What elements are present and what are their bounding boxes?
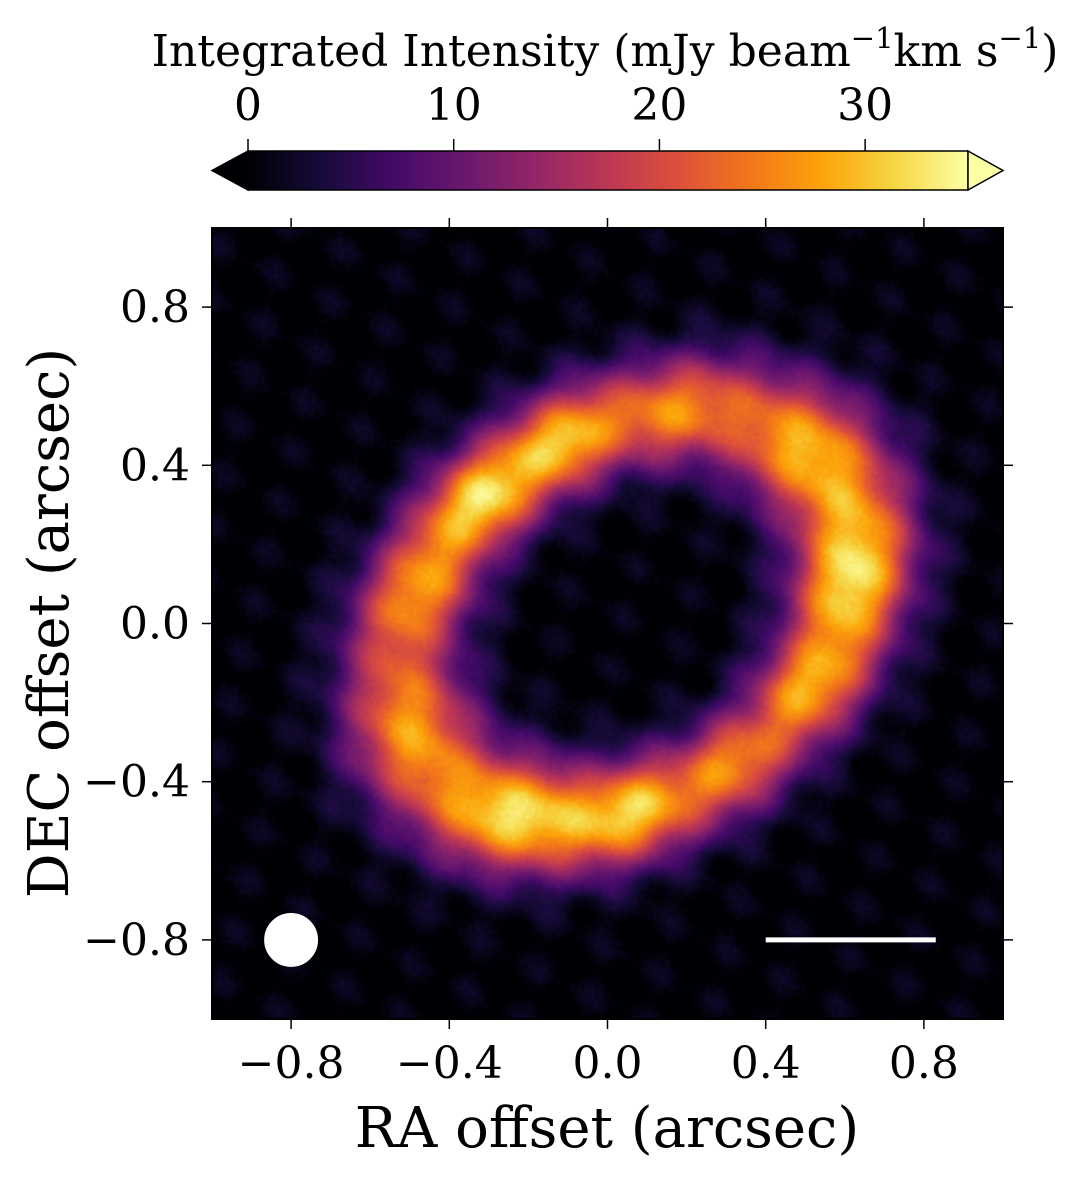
- x-axis-ticks: −0.8 −0.4 0.0 0.4 0.8: [238, 218, 959, 1089]
- colorbar-extend-max: [967, 149, 1005, 192]
- intensity-map: [212, 228, 1003, 1019]
- y-tick-label: −0.4: [83, 757, 190, 808]
- colorbar-extend-min: [210, 149, 249, 192]
- x-tick-label: 0.0: [573, 1038, 643, 1089]
- colorbar: Integrated Intensity (mJy beam−1km s−1) …: [152, 21, 1059, 192]
- beam-background: [265, 914, 317, 966]
- y-axis-label: DEC offset (arcsec): [17, 348, 82, 899]
- colorbar-gradient: [247, 150, 969, 191]
- colorbar-tick-label: 0: [234, 80, 262, 131]
- x-tick-label: −0.4: [396, 1038, 503, 1089]
- x-tick-label: −0.8: [238, 1038, 345, 1089]
- x-tick-label: 0.8: [889, 1038, 959, 1089]
- colorbar-tick-label: 30: [837, 80, 893, 131]
- y-tick-label: 0.8: [120, 282, 190, 333]
- colorbar-tick-label: 10: [426, 80, 482, 131]
- x-axis-label: RA offset (arcsec): [355, 1096, 860, 1161]
- colorbar-tick-label: 20: [631, 80, 687, 131]
- colorbar-label: Integrated Intensity (mJy beam−1km s−1): [152, 21, 1059, 77]
- y-tick-label: 0.0: [120, 599, 190, 650]
- y-tick-label: 0.4: [120, 440, 190, 491]
- x-tick-label: 0.4: [731, 1038, 801, 1089]
- y-tick-label: −0.8: [83, 915, 190, 966]
- y-axis-ticks: −0.8 −0.4 0.0 0.4 0.8: [83, 282, 1013, 966]
- image-panel: −0.8 −0.4 0.0 0.4 0.8 −0.8 −0.4 0.0 0.4 0.8 RA o…: [17, 218, 1013, 1161]
- colorbar-ticks: 0 10 20 30: [234, 80, 893, 151]
